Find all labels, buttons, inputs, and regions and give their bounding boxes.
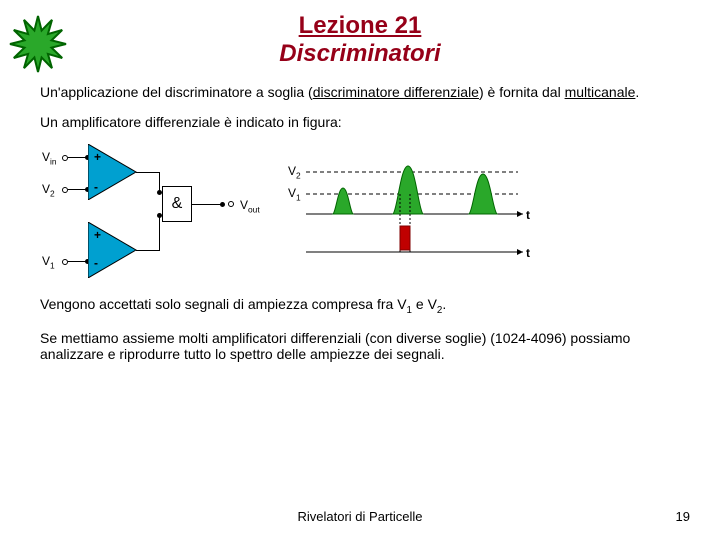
- wave-t2-label: t: [526, 246, 530, 260]
- p1-underlined: discriminatore differenziale: [313, 84, 479, 100]
- slide-header: Lezione 21 Discriminatori: [40, 12, 680, 68]
- footer-text: Rivelatori di Particelle: [298, 509, 423, 524]
- diagram-row: Vin V2 + - V1 + -: [40, 144, 680, 284]
- wave-v1-label: V1: [288, 186, 301, 202]
- node-v1: [62, 259, 68, 265]
- dot: [220, 202, 225, 207]
- node-vout: [228, 201, 234, 207]
- label-vout: Vout: [240, 198, 260, 214]
- paragraph-2: Un amplificatore differenziale è indicat…: [40, 114, 680, 130]
- slide-subtitle: Discriminatori: [40, 40, 680, 68]
- label-vin: Vin: [42, 150, 57, 166]
- waveform-diagram: V2 V1 t t: [288, 154, 538, 274]
- wire: [136, 172, 160, 173]
- p3-a: Vengono accettati solo segnali di ampiez…: [40, 296, 407, 312]
- node-vin: [62, 155, 68, 161]
- paragraph-4: Se mettiamo assieme molti amplificatori …: [40, 330, 680, 362]
- p3-b: e V: [412, 296, 437, 312]
- plus-label: +: [94, 150, 101, 164]
- circuit-diagram: Vin V2 + - V1 + -: [40, 144, 280, 284]
- node-v2: [62, 187, 68, 193]
- p1-under2: multicanale: [565, 84, 636, 100]
- minus-label: -: [94, 256, 98, 270]
- wave-t1-label: t: [526, 208, 530, 222]
- paragraph-3: Vengono accettati solo segnali di ampiez…: [40, 296, 680, 316]
- wire: [159, 216, 160, 250]
- wave-v2-label: V2: [288, 164, 301, 180]
- label-v1-in: V1: [42, 254, 55, 270]
- p3-c: .: [442, 296, 446, 312]
- p1-pre: Un'applicazione del discriminatore a sog…: [40, 84, 313, 100]
- wire: [192, 204, 222, 205]
- starburst-icon: [8, 14, 72, 83]
- p1-post: ) è fornita dal: [479, 84, 565, 100]
- plus-label: +: [94, 228, 101, 242]
- wire: [136, 250, 160, 251]
- footer: Rivelatori di Particelle: [0, 509, 720, 524]
- p1-tail: .: [635, 84, 639, 100]
- label-v2-in: V2: [42, 182, 55, 198]
- minus-label: -: [94, 180, 98, 194]
- and-gate: &: [162, 186, 192, 222]
- paragraph-1: Un'applicazione del discriminatore a sog…: [40, 84, 680, 100]
- page-number: 19: [676, 509, 690, 524]
- slide-title: Lezione 21: [40, 12, 680, 40]
